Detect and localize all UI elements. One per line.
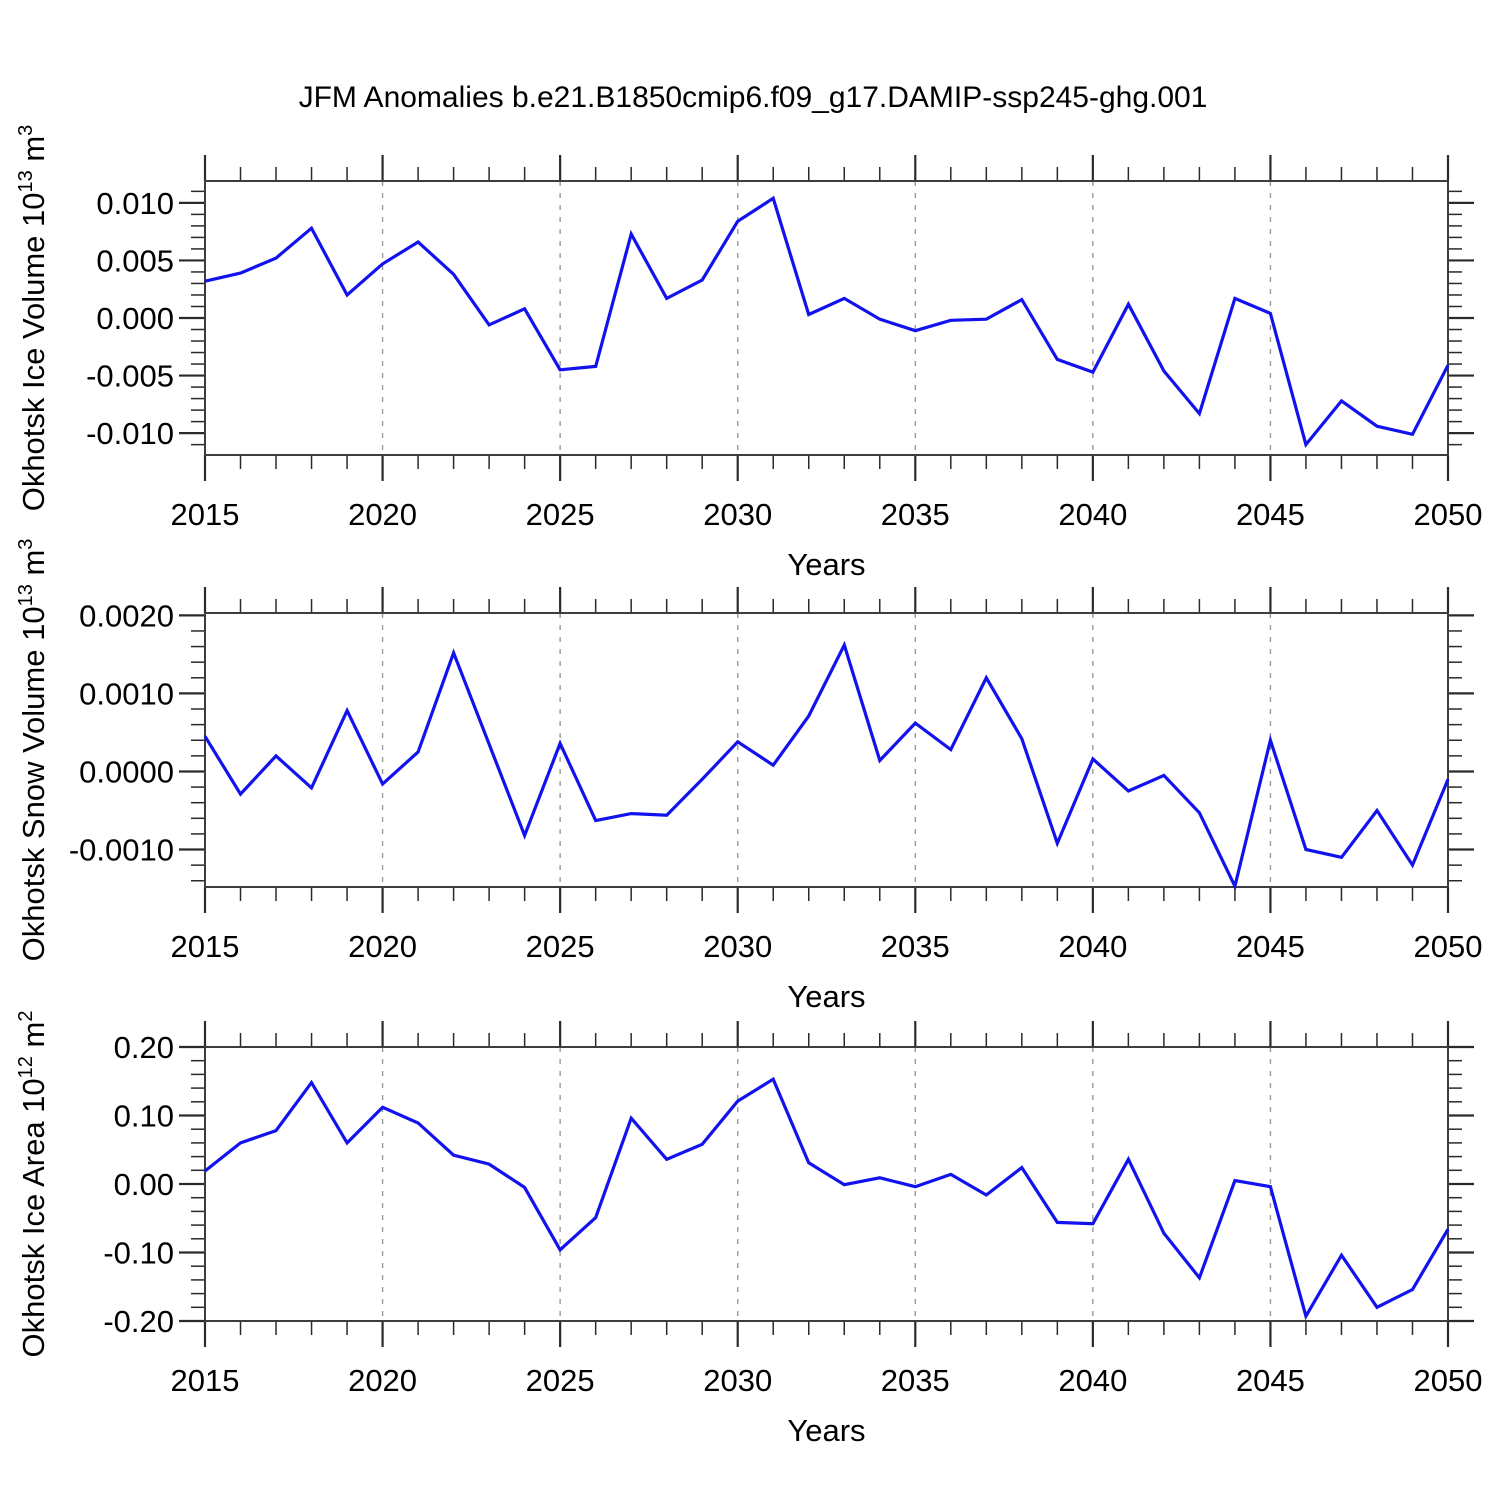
y-ticks: 0.0020 0.0010 0.0000 -0.0010 — [69, 598, 1474, 882]
panel-snow-volume: 0.0020 0.0010 0.0000 -0.0010 2015 2020 2025 203… — [15, 539, 1482, 1014]
y-tick-label: 0.0010 — [79, 676, 174, 711]
y-tick-label: -0.20 — [103, 1304, 174, 1339]
panel-ice-volume: 0.010 0.005 0.000 -0.005 -0.010 2015 2020 2025 2… — [15, 125, 1482, 582]
figure-title: JFM Anomalies b.e21.B1850cmip6.f09_g17.D… — [299, 81, 1208, 114]
x-tick-label: 2020 — [348, 497, 417, 532]
x-tick-label: 2020 — [348, 1363, 417, 1398]
x-tick-label: 2035 — [881, 929, 950, 964]
x-tick-label: 2035 — [881, 1363, 950, 1398]
y-tick-label: -0.0010 — [69, 833, 174, 868]
series-line-ice-area — [204, 1076, 1450, 1321]
x-tick-label: 2050 — [1414, 1363, 1483, 1398]
x-tick-label: 2040 — [1058, 929, 1127, 964]
x-tick-label: 2025 — [526, 1363, 595, 1398]
x-tick-label: 2040 — [1058, 1363, 1127, 1398]
axis-box — [204, 1046, 1449, 1322]
x-ticks — [203, 1021, 1450, 1347]
y-tick-label: 0.20 — [114, 1030, 174, 1065]
y-tick-label: -0.005 — [86, 359, 174, 394]
panel-ice-area: 0.20 0.10 0.00 -0.10 -0.20 2015 2020 2025 2030 20… — [15, 1011, 1482, 1448]
y-ticks: 0.20 0.10 0.00 -0.10 -0.20 — [103, 1030, 1474, 1339]
x-tick-label: 2030 — [703, 1363, 772, 1398]
y-axis-title: Okhotsk Snow Volume 1013 m3 — [15, 539, 51, 962]
y-tick-label: 0.0000 — [79, 754, 174, 789]
x-tick-label: 2050 — [1414, 497, 1483, 532]
y-tick-label: -0.010 — [86, 416, 174, 451]
x-tick-label: 2015 — [171, 497, 240, 532]
series-line-snow-volume — [203, 640, 1450, 891]
series-line-ice-volume — [204, 195, 1450, 449]
y-tick-label: -0.10 — [103, 1236, 174, 1271]
y-tick-label: 0.10 — [114, 1099, 174, 1134]
gridlines — [381, 1047, 1272, 1321]
y-tick-label: 0.000 — [96, 301, 174, 336]
x-tick-label: 2020 — [348, 929, 417, 964]
x-tick-label: 2015 — [171, 1363, 240, 1398]
x-axis-title: Years — [787, 547, 865, 582]
x-tick-label: 2045 — [1236, 929, 1305, 964]
y-axis-title: Okhotsk Ice Volume 1013 m3 — [15, 125, 51, 512]
x-tick-label: 2035 — [881, 497, 950, 532]
y-tick-label: 0.010 — [96, 186, 174, 221]
x-axis-title: Years — [787, 1413, 865, 1448]
x-tick-label: 2030 — [703, 497, 772, 532]
y-tick-label: 0.0020 — [79, 598, 174, 633]
x-ticks — [203, 155, 1450, 481]
x-tick-label: 2045 — [1236, 1363, 1305, 1398]
y-ticks: 0.010 0.005 0.000 -0.005 -0.010 — [86, 186, 1474, 451]
axis-box — [204, 180, 1449, 456]
x-axis-title: Years — [787, 979, 865, 1014]
x-tick-label: 2025 — [526, 497, 595, 532]
x-ticks — [203, 587, 1450, 913]
x-tick-label: 2050 — [1414, 929, 1483, 964]
x-tick-label: 2025 — [526, 929, 595, 964]
axis-box — [204, 612, 1449, 888]
x-tick-label: 2040 — [1058, 497, 1127, 532]
x-tick-label: 2030 — [703, 929, 772, 964]
y-axis-title: Okhotsk Ice Area 1012 m2 — [15, 1011, 51, 1358]
y-tick-label: 0.00 — [114, 1167, 174, 1202]
y-tick-label: 0.005 — [96, 243, 174, 278]
x-tick-label: 2045 — [1236, 497, 1305, 532]
gridlines — [381, 613, 1272, 887]
x-tick-label: 2015 — [171, 929, 240, 964]
